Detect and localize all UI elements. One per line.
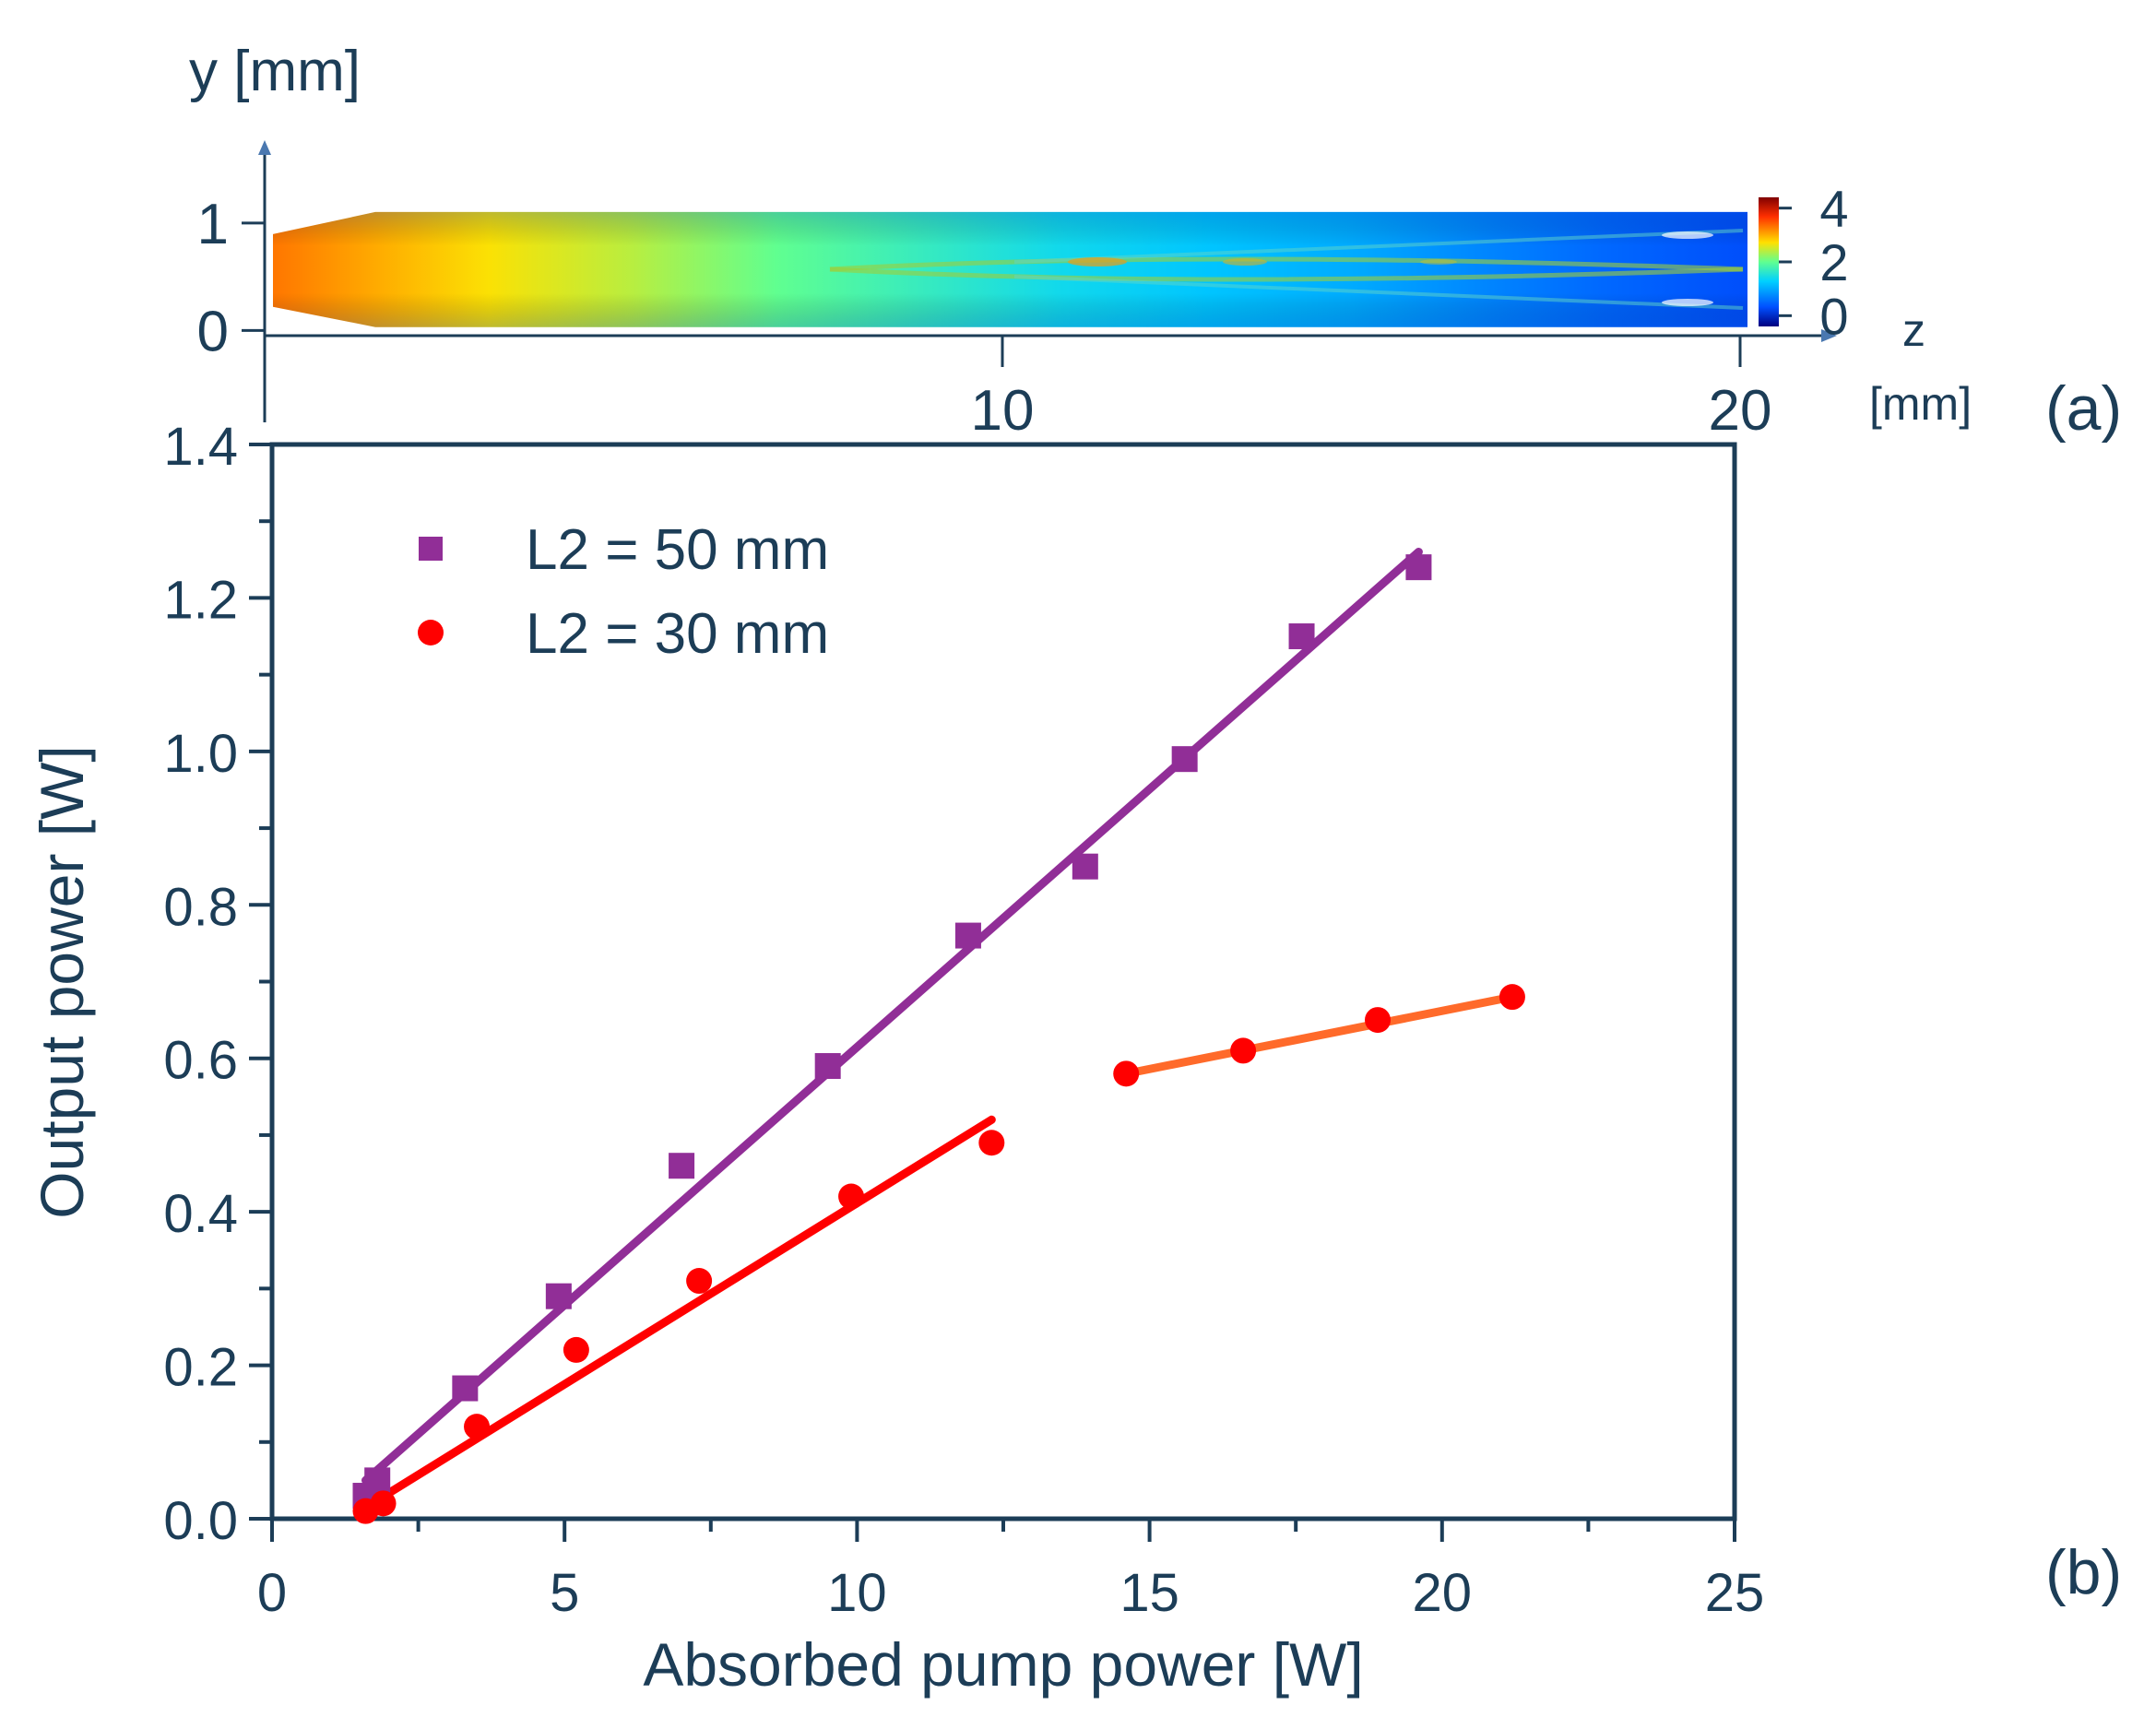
heatmap-cold-spot: [1662, 231, 1713, 239]
data-point-50mm: [814, 1053, 841, 1080]
panel-a-x-tick-label: 20: [1709, 379, 1772, 443]
data-point-50mm: [1405, 554, 1432, 581]
heatmap-cold-spot: [1662, 299, 1713, 306]
panel-a-heatmap: y [mm] 01 10 20 z [mm] 024: [189, 40, 1972, 443]
colorbar-tick-label: 0: [1819, 287, 1848, 345]
panel-a-x-tick-label: 10: [971, 379, 1035, 443]
y-tick-label: 0.8: [163, 877, 238, 937]
heatmap-hotspot: [1420, 259, 1457, 265]
legend-marker-square: [419, 537, 443, 561]
colorbar-tick-label: 4: [1819, 180, 1848, 238]
data-point-30mm: [464, 1414, 491, 1440]
heatmap-edge-shading: [273, 211, 1747, 327]
data-point-50mm: [452, 1375, 479, 1402]
panel-a-y-label: y [mm]: [189, 40, 361, 103]
data-point-50mm: [954, 922, 981, 949]
data-point-30mm: [1499, 984, 1525, 1011]
panel-a-y-tick-label: 1: [197, 193, 229, 256]
heatmap-hotspot: [1223, 258, 1267, 266]
colorbar: [1759, 197, 1779, 326]
data-point-30mm: [370, 1490, 397, 1517]
x-tick-label: 5: [550, 1563, 579, 1623]
data-point-30mm: [1365, 1007, 1392, 1034]
legend-marker-circle: [418, 620, 444, 645]
x-axis-title: Absorbed pump power [W]: [643, 1630, 1363, 1699]
data-point-30mm: [686, 1268, 713, 1295]
panel-a-z-label: z: [1902, 304, 1925, 356]
y-tick-label: 0.2: [163, 1338, 238, 1398]
fit-line-30mm: [355, 1115, 996, 1516]
data-point-30mm: [1113, 1060, 1140, 1087]
x-tick-label: 25: [1705, 1563, 1765, 1623]
x-tick-label: 15: [1119, 1563, 1179, 1623]
y-tick-label: 0.6: [163, 1031, 238, 1091]
panel-label-b: (b): [2045, 1537, 2122, 1607]
fit-line-30mm-high-power: [1121, 992, 1517, 1078]
data-point-50mm: [669, 1153, 695, 1179]
data-point-50mm: [1072, 853, 1098, 880]
legend-label-30mm: L2 = 30 mm: [526, 602, 829, 666]
heatmap-beam-streak: [1013, 229, 1744, 264]
x-tick-label: 20: [1413, 1563, 1473, 1623]
plot-frame: [269, 442, 1737, 1522]
panel-label-a: (a): [2045, 373, 2122, 444]
heatmap-slab: [273, 211, 1747, 327]
y-tick-label: 1.2: [163, 570, 238, 630]
x-tick-label: 0: [257, 1563, 287, 1623]
y-tick-label: 0.4: [163, 1184, 238, 1244]
fit-line-50mm: [361, 548, 1423, 1485]
data-point-50mm: [545, 1283, 572, 1309]
panel-a-mm-label: [mm]: [1869, 378, 1972, 430]
y-tick-label: 1.4: [163, 417, 238, 477]
data-point-30mm: [838, 1183, 865, 1210]
panel-a-x-axis-arrow: [1821, 329, 1837, 342]
panel-b-scatter: 0.0 0.2 0.4 0.6 0.8 1.0 1.2 1.4 0 5 10 15 20 25 Abso…: [28, 417, 1764, 1699]
heatmap-hotspot: [1068, 257, 1127, 266]
legend-label-50mm: L2 = 50 mm: [526, 518, 829, 582]
y-tick-label: 0.0: [163, 1491, 238, 1551]
data-point-30mm: [978, 1130, 1005, 1156]
data-point-50mm: [1288, 623, 1315, 650]
data-point-30mm: [1230, 1037, 1257, 1064]
panel-a-y-axis-arrow: [258, 140, 271, 155]
heatmap-beam-streak: [1013, 275, 1744, 310]
colorbar-tick-label: 2: [1819, 233, 1848, 291]
y-tick-label: 1.0: [163, 724, 238, 784]
heatmap-beam-streak: [829, 266, 1744, 282]
legend: L2 = 50 mm L2 = 30 mm: [418, 518, 829, 666]
y-axis-title: Output power [W]: [28, 745, 96, 1219]
data-point-50mm: [1171, 746, 1198, 773]
data-point-50mm: [364, 1467, 391, 1494]
data-point-30mm: [563, 1336, 589, 1363]
panel-a-y-tick-label: 0: [197, 300, 229, 363]
x-tick-label: 10: [827, 1563, 887, 1623]
